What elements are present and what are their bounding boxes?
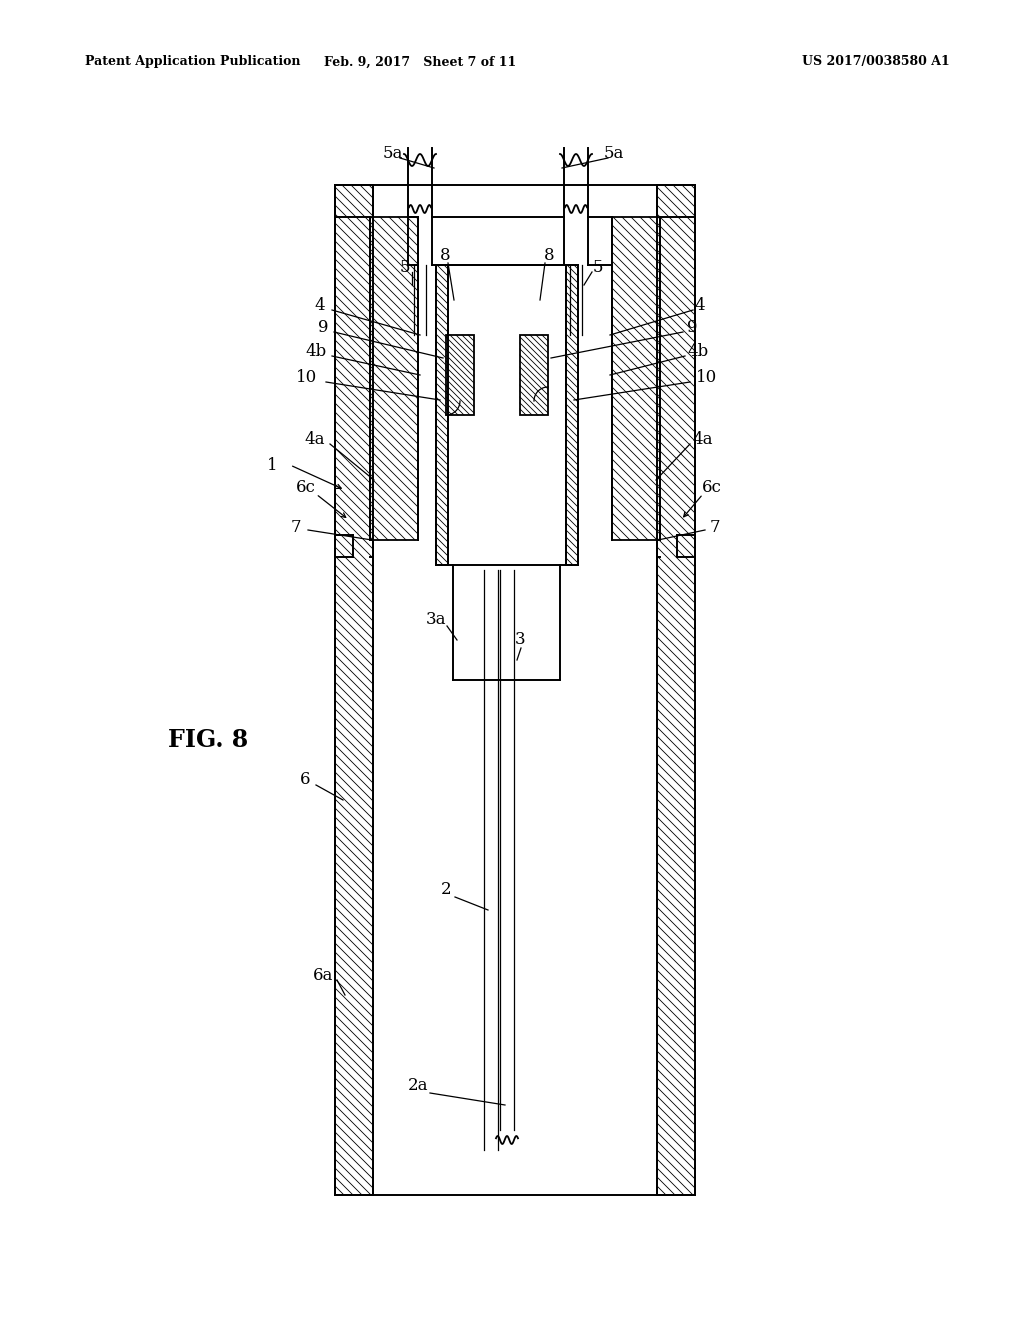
Text: 9: 9 — [687, 319, 697, 337]
Bar — [436, 265, 449, 565]
Bar — [612, 216, 660, 540]
Text: 5: 5 — [399, 260, 411, 276]
Text: 3a: 3a — [426, 611, 446, 628]
Text: 4: 4 — [694, 297, 706, 314]
Text: 4a: 4a — [305, 432, 326, 449]
Bar — [446, 335, 474, 414]
Text: 4: 4 — [314, 297, 326, 314]
Text: 10: 10 — [696, 370, 718, 387]
Bar — [566, 265, 578, 565]
Text: Patent Application Publication: Patent Application Publication — [85, 55, 300, 69]
Text: 3: 3 — [515, 631, 525, 648]
Text: 4b: 4b — [687, 343, 709, 360]
Text: 2a: 2a — [408, 1077, 428, 1093]
Text: 5a: 5a — [383, 144, 403, 161]
Text: 4a: 4a — [693, 432, 714, 449]
Text: 6a: 6a — [312, 966, 333, 983]
Text: 10: 10 — [296, 370, 317, 387]
Bar — [370, 216, 418, 540]
Text: 6: 6 — [300, 771, 310, 788]
Text: US 2017/0038580 A1: US 2017/0038580 A1 — [802, 55, 950, 69]
Text: 4b: 4b — [305, 343, 327, 360]
Bar — [657, 185, 695, 1195]
Bar — [335, 185, 373, 1195]
Text: 8: 8 — [544, 247, 554, 264]
Text: 6c: 6c — [296, 479, 316, 496]
Text: 6c: 6c — [702, 479, 722, 496]
Text: 1: 1 — [266, 457, 278, 474]
Text: 2: 2 — [440, 882, 452, 899]
Text: 9: 9 — [317, 319, 329, 337]
Bar — [520, 335, 548, 414]
Text: FIG. 8: FIG. 8 — [168, 729, 248, 752]
Text: 7: 7 — [291, 520, 301, 536]
Text: 8: 8 — [439, 247, 451, 264]
Text: 7: 7 — [710, 520, 720, 536]
Text: 5: 5 — [593, 260, 603, 276]
Text: 5a: 5a — [604, 144, 625, 161]
Text: Feb. 9, 2017   Sheet 7 of 11: Feb. 9, 2017 Sheet 7 of 11 — [324, 55, 516, 69]
